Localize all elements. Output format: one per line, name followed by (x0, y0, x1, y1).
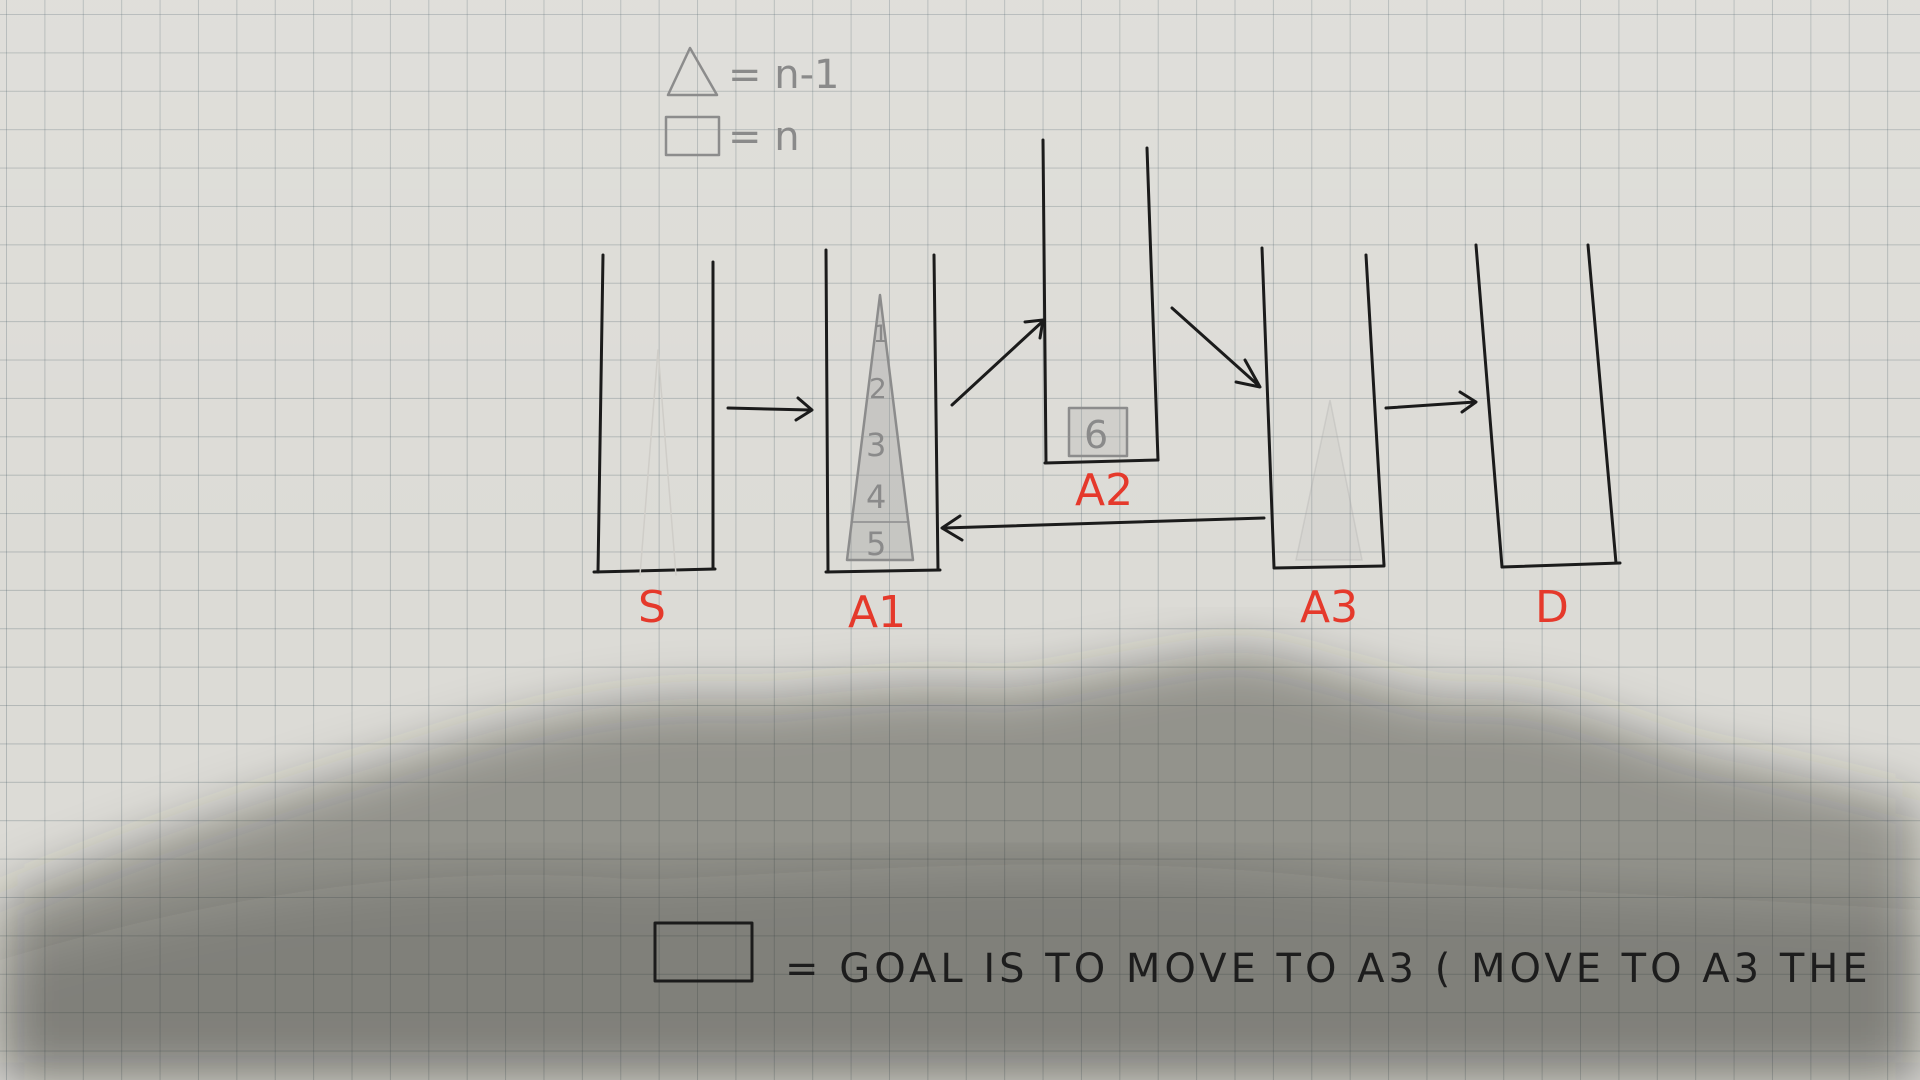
stack-number-1: 1 (873, 320, 888, 348)
peg-source: S (592, 253, 717, 633)
arrow-aux2-to-aux3 (1170, 306, 1262, 389)
stack-number-4: 4 (866, 478, 886, 516)
goal-square-symbol (653, 921, 754, 983)
peg-aux3: A3 (1260, 246, 1386, 633)
disk-n: 6 (1067, 406, 1129, 458)
triangle-legend-text: = n-1 (728, 52, 839, 98)
peg-label-destination: D (1535, 582, 1569, 633)
peg-label-aux2: A2 (1075, 465, 1133, 516)
arrow-source-to-aux1 (726, 396, 814, 422)
peg-destination: D (1474, 243, 1622, 633)
disk-stack: 1 2 3 4 5 (845, 293, 915, 563)
stack-number-5: 5 (866, 525, 886, 563)
legend: = n-1 = n (664, 46, 839, 160)
square-legend-text: = n (728, 114, 800, 160)
goal-note: = GOAL IS TO MOVE TO A3 ( MOVE TO A3 THE (653, 921, 1872, 992)
peg-aux2: 6 A2 (1041, 138, 1160, 516)
peg-label-aux3: A3 (1300, 582, 1358, 633)
peg-label-source: S (638, 582, 666, 633)
stack-number-2: 2 (869, 372, 887, 405)
triangle-legend-shape (666, 46, 719, 97)
arrow-aux3-to-destination (1384, 390, 1478, 414)
arrow-aux3-back-to-aux1 (940, 514, 1266, 542)
square-legend-shape (664, 115, 721, 157)
goal-text: = GOAL IS TO MOVE TO A3 ( MOVE TO A3 THE (785, 946, 1872, 992)
peg-label-aux1: A1 (848, 587, 906, 638)
disk-n-label: 6 (1084, 413, 1108, 457)
stack-number-3: 3 (866, 426, 886, 464)
arrow-aux1-to-aux2 (950, 318, 1045, 407)
peg-aux1: 1 2 3 4 5 A1 (824, 248, 942, 638)
